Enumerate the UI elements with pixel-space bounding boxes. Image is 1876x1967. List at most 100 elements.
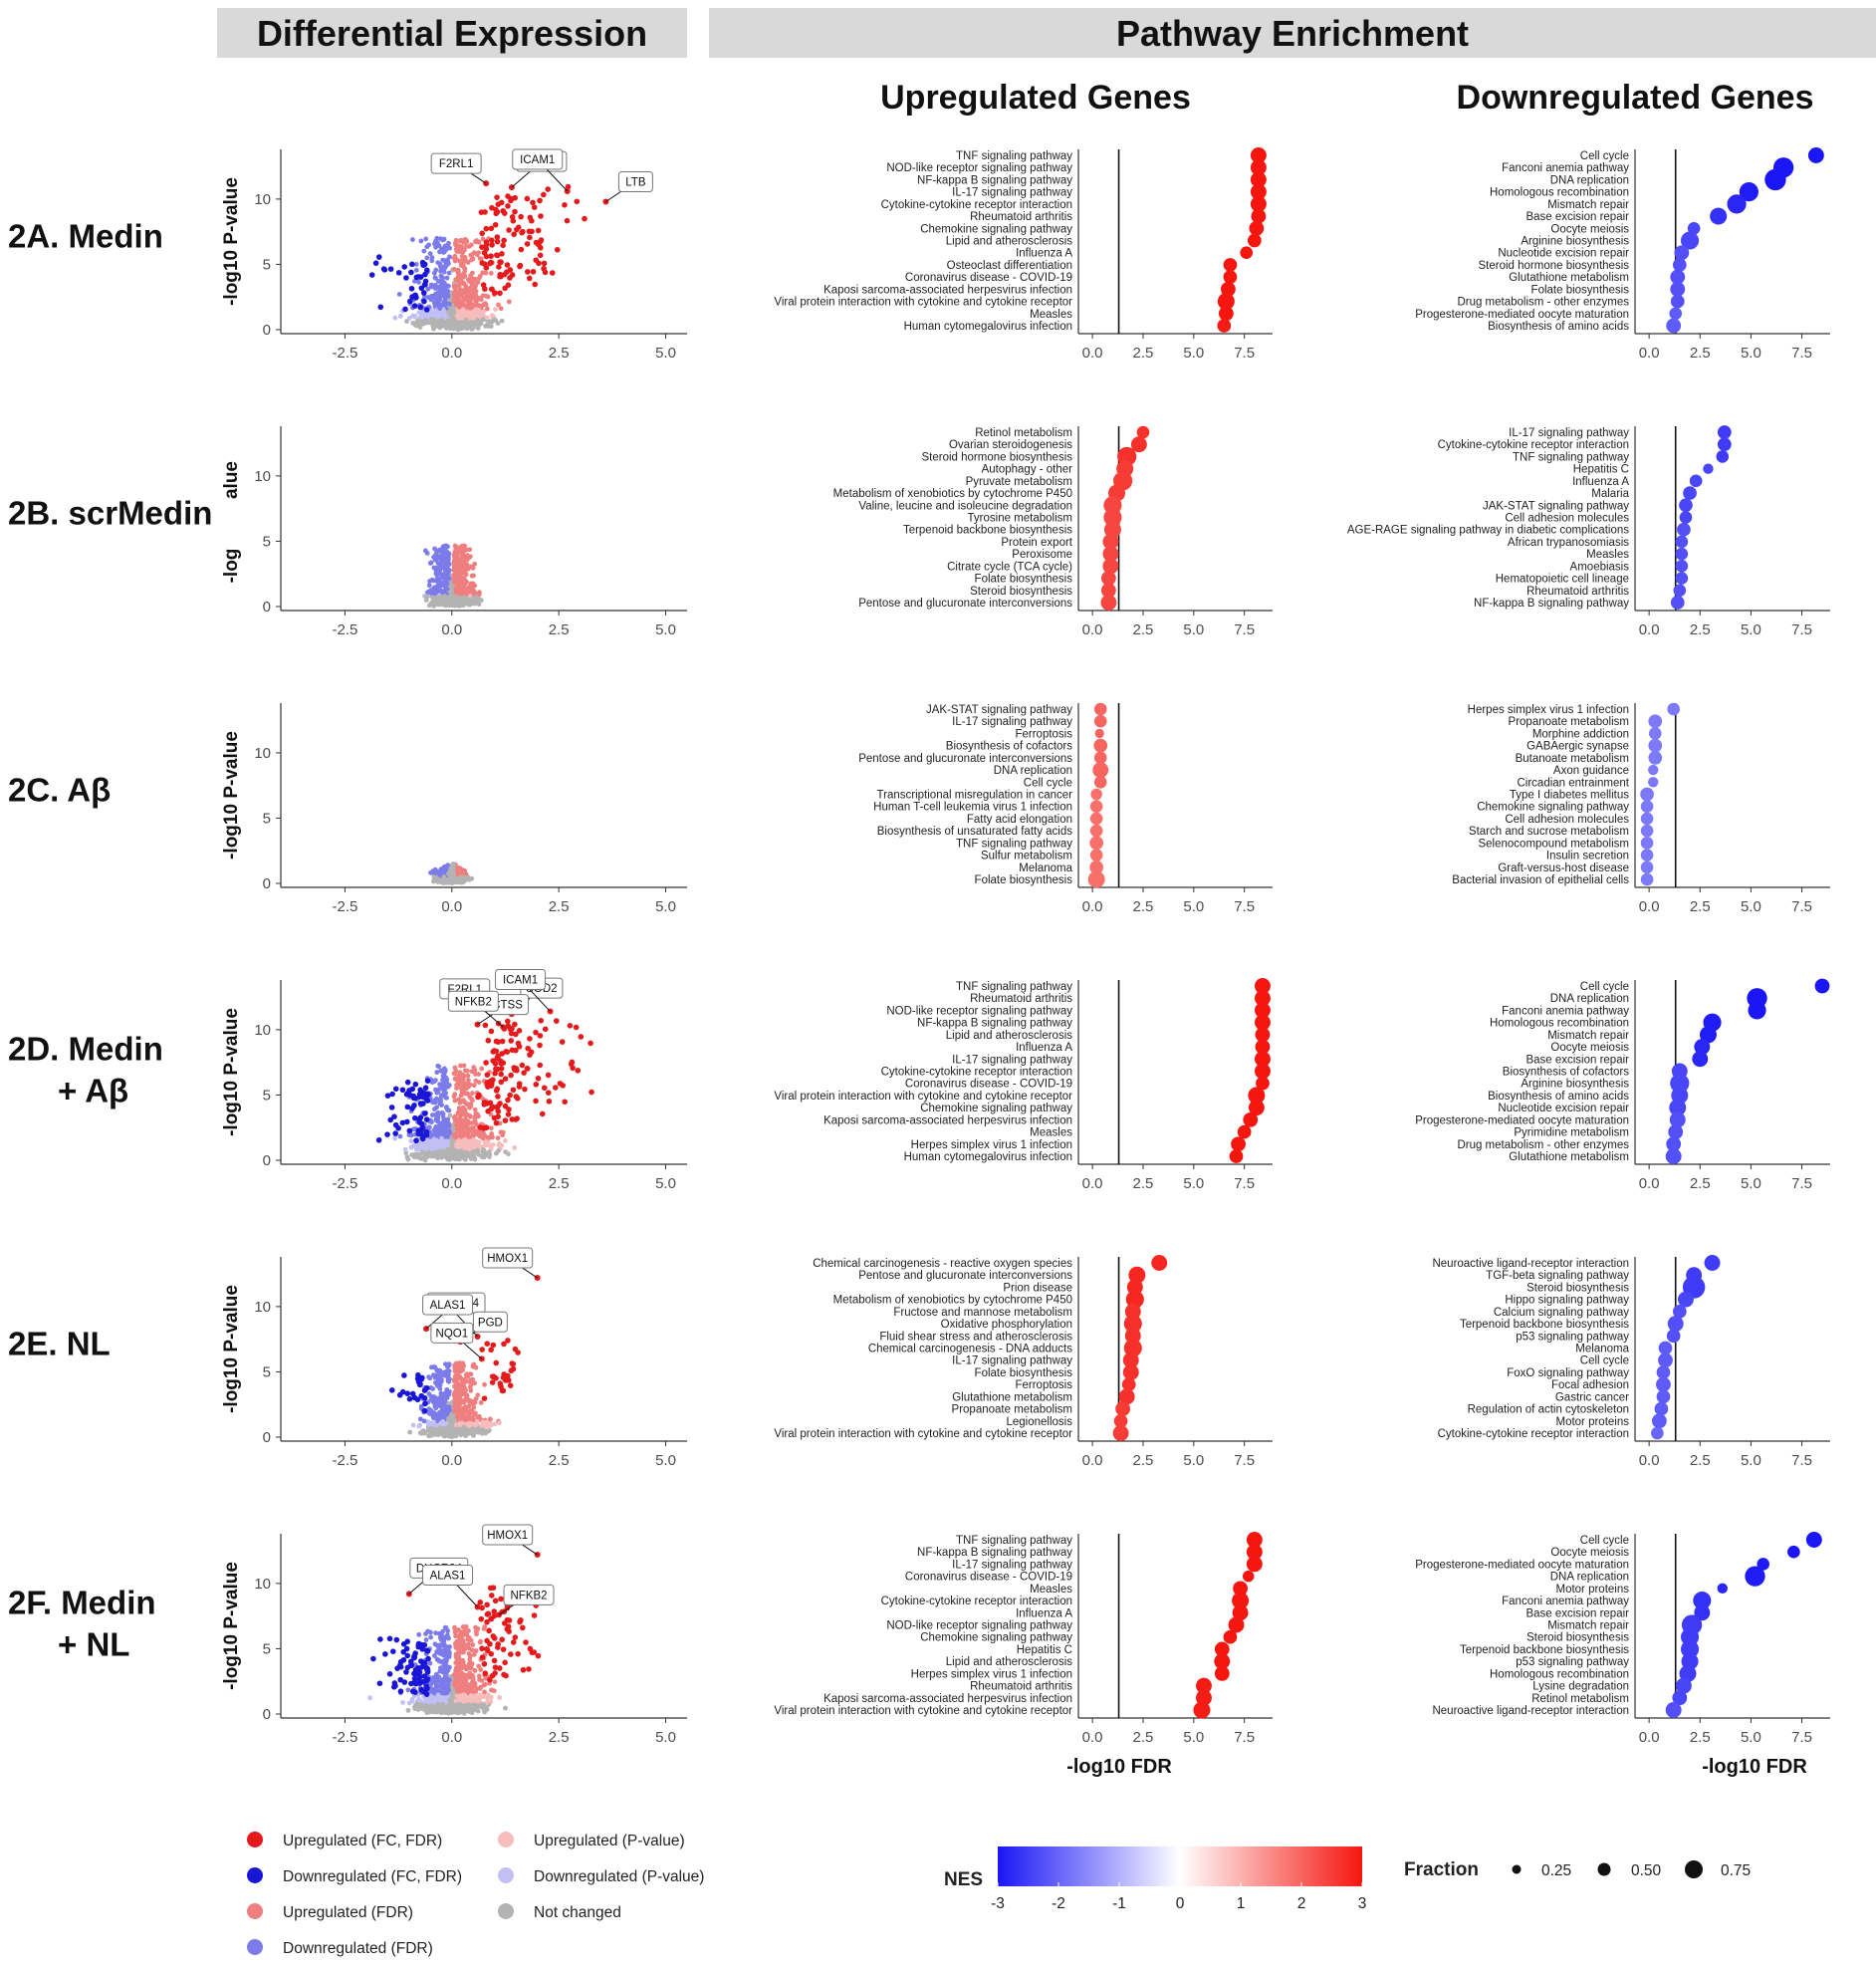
up-dot (1223, 258, 1238, 272)
volcano-point-up (565, 183, 572, 190)
down-term-label: Herpes simplex virus 1 infection (1468, 704, 1629, 716)
volcano-y-tick-label: 10 (254, 1022, 271, 1039)
volcano-point-up (509, 1047, 516, 1054)
volcano-point (467, 1145, 473, 1151)
volcano-point (416, 1423, 422, 1429)
up-term-label: Ferroptosis (1015, 728, 1072, 740)
up-term-label: Coronavirus disease - COVID-19 (905, 272, 1072, 284)
volcano-point-up (527, 234, 533, 241)
volcano-point (440, 1429, 446, 1435)
up-dot (1089, 836, 1104, 851)
volcano-point (459, 292, 464, 298)
volcano-point (456, 556, 462, 562)
volcano-point-up (545, 1072, 552, 1079)
down-term-label: GABAergic synapse (1526, 741, 1629, 753)
volcano-point (458, 580, 464, 586)
volcano-point-down (423, 307, 430, 313)
volcano-point (491, 317, 497, 323)
down-term-label: Propanoate metabolism (1509, 716, 1629, 728)
volcano-point (438, 1142, 444, 1148)
volcano-point (480, 236, 486, 242)
volcano-point (462, 1086, 467, 1092)
down-term-label: Oocyte meiosis (1550, 223, 1629, 235)
volcano-point-up (553, 1085, 559, 1091)
volcano-point-up (507, 267, 514, 273)
volcano-point (441, 284, 446, 290)
up-dot (1093, 714, 1107, 728)
volcano-point-up (491, 1114, 498, 1121)
down-x-tick-label: 7.5 (1791, 345, 1812, 362)
volcano-point (424, 594, 430, 600)
down-term-label: Type I diabetes mellitus (1510, 790, 1629, 802)
volcano-point-up (485, 1082, 491, 1089)
volcano-point (438, 236, 444, 242)
down-dot (1675, 572, 1689, 585)
volcano-y-tick-label: 0 (263, 1429, 271, 1446)
volcano-point (435, 575, 440, 581)
volcano-point-down (375, 254, 382, 260)
volcano-points (368, 183, 587, 333)
down-term-label: Base excision repair (1525, 211, 1629, 223)
volcano-point (482, 1381, 487, 1387)
down-dot (1710, 207, 1728, 225)
up-dot (1231, 1136, 1246, 1152)
volcano-point-up (487, 260, 493, 267)
down-x-tick-label: 2.5 (1690, 898, 1711, 915)
volcano-point-up (505, 1111, 512, 1117)
volcano-point (444, 571, 449, 577)
volcano-point (466, 1133, 472, 1139)
volcano-point-up (524, 241, 531, 247)
volcano-point (431, 565, 437, 571)
down-dot (1675, 547, 1689, 561)
volcano-point (478, 256, 484, 262)
volcano-point-up (495, 1039, 502, 1045)
volcano-point-down (422, 1085, 429, 1092)
volcano-point-up (567, 1022, 574, 1029)
volcano-point (422, 548, 428, 554)
volcano-point (428, 869, 433, 875)
volcano-point (455, 1083, 461, 1089)
volcano-point (412, 313, 418, 319)
volcano-point (456, 288, 462, 294)
volcano-point-down (419, 1124, 426, 1131)
volcano-point (466, 309, 472, 315)
up-term-label: IL-17 signaling pathway (952, 1054, 1072, 1066)
volcano-point (462, 596, 468, 602)
volcano-point (435, 571, 441, 577)
up-term-label: Human T-cell leukemia virus 1 infection (873, 802, 1072, 814)
volcano-point (476, 250, 481, 256)
down-dotplot: 0.0 2.5 5.0 7.5IL-17 signaling pathwayCytok… (1347, 425, 1830, 638)
up-term-label: Protein export (1001, 537, 1072, 549)
down-dot (1640, 872, 1654, 886)
volcano-point (472, 561, 478, 567)
down-term-label: Graft-versus-host disease (1498, 862, 1629, 874)
volcano-point (431, 874, 437, 879)
volcano-point (455, 272, 461, 278)
volcano-point (476, 240, 482, 245)
volcano-point (461, 313, 467, 319)
volcano-point (440, 1126, 446, 1132)
volcano-point (453, 579, 459, 585)
volcano-point (456, 283, 462, 289)
down-dot (1648, 777, 1659, 788)
volcano-point-up (489, 242, 495, 248)
up-term-label: IL-17 signaling pathway (952, 716, 1072, 728)
volcano-point (429, 293, 434, 299)
volcano-point-down (375, 1136, 382, 1143)
volcano-point-up (536, 260, 542, 267)
volcano-point-up (490, 1077, 496, 1083)
volcano-point (457, 545, 463, 550)
volcano-point (484, 315, 490, 321)
volcano-point (433, 590, 439, 595)
volcano-point (433, 1124, 439, 1130)
volcano-point (450, 325, 456, 331)
volcano-point (488, 324, 494, 329)
down-x-tick-label: 7.5 (1791, 1175, 1812, 1192)
down-term-label: Cell cycle (1580, 981, 1629, 993)
volcano-point (406, 316, 412, 321)
volcano-ylabel: -log10 P-value (221, 177, 242, 306)
volcano-point (447, 254, 452, 260)
volcano-point-up (527, 1036, 533, 1042)
